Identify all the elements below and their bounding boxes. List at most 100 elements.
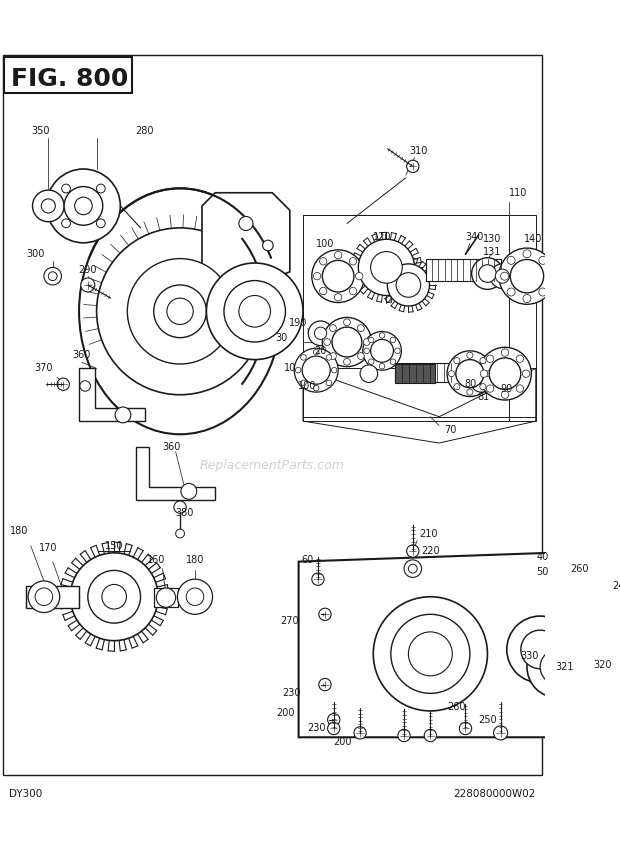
- Circle shape: [539, 288, 547, 296]
- Circle shape: [454, 384, 460, 390]
- Circle shape: [521, 630, 559, 668]
- Text: 81: 81: [477, 391, 489, 402]
- Bar: [395, 364, 435, 384]
- Circle shape: [295, 367, 301, 373]
- Circle shape: [186, 588, 204, 606]
- Circle shape: [319, 679, 331, 691]
- Circle shape: [360, 365, 378, 383]
- Text: 131: 131: [482, 247, 501, 257]
- Circle shape: [313, 273, 321, 280]
- Circle shape: [61, 219, 71, 227]
- Text: 290: 290: [79, 265, 97, 275]
- Circle shape: [489, 358, 521, 390]
- Circle shape: [516, 385, 524, 392]
- Circle shape: [364, 348, 370, 353]
- Circle shape: [467, 352, 473, 359]
- Circle shape: [70, 553, 158, 641]
- Circle shape: [574, 665, 595, 686]
- Circle shape: [74, 197, 92, 214]
- Circle shape: [319, 608, 331, 620]
- Circle shape: [312, 573, 324, 585]
- Circle shape: [181, 483, 197, 499]
- Circle shape: [373, 597, 487, 711]
- Text: ReplacementParts.com: ReplacementParts.com: [200, 458, 345, 472]
- Text: 210: 210: [419, 529, 438, 539]
- Text: 50: 50: [536, 567, 549, 577]
- Circle shape: [523, 294, 531, 303]
- Circle shape: [174, 501, 186, 513]
- Text: 160: 160: [147, 555, 166, 565]
- Bar: [426, 259, 500, 281]
- Circle shape: [368, 359, 374, 365]
- Circle shape: [448, 371, 454, 377]
- Text: 280: 280: [136, 126, 154, 136]
- Text: 228080000W02: 228080000W02: [453, 789, 536, 800]
- Circle shape: [502, 391, 508, 398]
- Circle shape: [471, 371, 492, 392]
- Circle shape: [363, 339, 370, 346]
- Circle shape: [349, 257, 356, 265]
- Circle shape: [57, 378, 69, 390]
- Text: 200: 200: [334, 737, 352, 746]
- Circle shape: [46, 169, 120, 243]
- Text: 100: 100: [316, 239, 334, 249]
- Circle shape: [327, 722, 340, 734]
- Circle shape: [314, 385, 319, 391]
- Text: 250: 250: [478, 715, 497, 725]
- Text: FIG. 800: FIG. 800: [11, 67, 128, 91]
- Circle shape: [319, 287, 327, 295]
- Circle shape: [546, 272, 554, 281]
- Circle shape: [507, 616, 574, 683]
- Circle shape: [472, 257, 503, 289]
- Bar: [303, 214, 536, 421]
- Circle shape: [355, 273, 363, 280]
- Text: 190: 190: [290, 317, 308, 328]
- Circle shape: [42, 199, 55, 213]
- Circle shape: [490, 264, 515, 288]
- Circle shape: [523, 250, 531, 257]
- Circle shape: [527, 637, 588, 698]
- Bar: [4, 57, 131, 94]
- Circle shape: [301, 354, 306, 360]
- Text: 340: 340: [465, 232, 484, 242]
- Circle shape: [302, 356, 330, 384]
- Circle shape: [500, 272, 508, 281]
- Circle shape: [294, 348, 338, 392]
- Text: 321: 321: [556, 662, 574, 672]
- Text: 350: 350: [31, 126, 50, 136]
- Circle shape: [409, 631, 453, 676]
- Text: 260: 260: [448, 702, 466, 711]
- Circle shape: [175, 529, 184, 538]
- Circle shape: [334, 293, 342, 301]
- Circle shape: [502, 349, 508, 356]
- Circle shape: [28, 581, 60, 613]
- Text: 260: 260: [570, 564, 589, 574]
- Circle shape: [395, 348, 400, 353]
- Text: 230: 230: [282, 688, 301, 698]
- Circle shape: [332, 367, 337, 373]
- Circle shape: [358, 353, 365, 360]
- Circle shape: [467, 389, 473, 396]
- Circle shape: [167, 298, 193, 324]
- Circle shape: [239, 295, 270, 327]
- Circle shape: [322, 260, 354, 292]
- Circle shape: [312, 250, 365, 303]
- Circle shape: [480, 370, 487, 378]
- Circle shape: [32, 190, 64, 221]
- Circle shape: [390, 359, 396, 365]
- Circle shape: [499, 248, 555, 305]
- Circle shape: [343, 359, 350, 366]
- Text: 180: 180: [186, 555, 204, 565]
- Text: 270: 270: [280, 616, 299, 626]
- Text: 310: 310: [410, 146, 428, 155]
- Circle shape: [330, 324, 336, 331]
- Circle shape: [308, 321, 333, 346]
- Circle shape: [371, 251, 402, 283]
- Circle shape: [479, 347, 531, 400]
- Circle shape: [44, 268, 61, 285]
- Circle shape: [379, 333, 385, 338]
- Text: 90: 90: [500, 384, 513, 394]
- Circle shape: [494, 726, 508, 740]
- Circle shape: [81, 278, 95, 292]
- Circle shape: [154, 285, 206, 338]
